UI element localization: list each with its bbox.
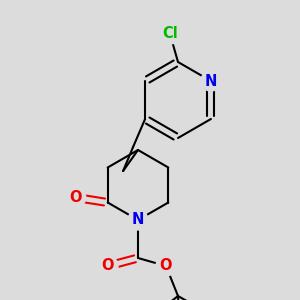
Circle shape — [160, 24, 180, 44]
Text: N: N — [132, 212, 144, 227]
Text: N: N — [205, 74, 217, 88]
Text: O: O — [102, 259, 114, 274]
Text: O: O — [69, 190, 82, 205]
Text: Cl: Cl — [162, 26, 178, 41]
Circle shape — [201, 71, 221, 91]
Circle shape — [156, 256, 176, 276]
Circle shape — [128, 210, 148, 230]
Text: O: O — [160, 259, 172, 274]
Circle shape — [66, 188, 86, 208]
Circle shape — [98, 256, 118, 276]
